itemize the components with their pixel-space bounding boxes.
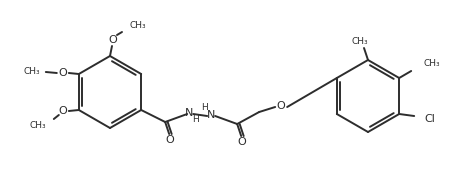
Text: O: O	[166, 135, 175, 145]
Text: O: O	[109, 35, 118, 45]
Text: CH₃: CH₃	[23, 68, 40, 76]
Text: H: H	[201, 103, 207, 112]
Text: Cl: Cl	[424, 114, 435, 124]
Text: H: H	[192, 114, 199, 123]
Text: CH₃: CH₃	[129, 22, 146, 31]
Text: CH₃: CH₃	[29, 121, 46, 129]
Text: O: O	[58, 106, 67, 116]
Text: O: O	[58, 68, 67, 78]
Text: N: N	[185, 108, 194, 118]
Text: O: O	[277, 101, 286, 111]
Text: CH₃: CH₃	[352, 37, 368, 46]
Text: CH₃: CH₃	[423, 60, 440, 69]
Text: O: O	[238, 137, 247, 147]
Text: N: N	[207, 110, 215, 120]
